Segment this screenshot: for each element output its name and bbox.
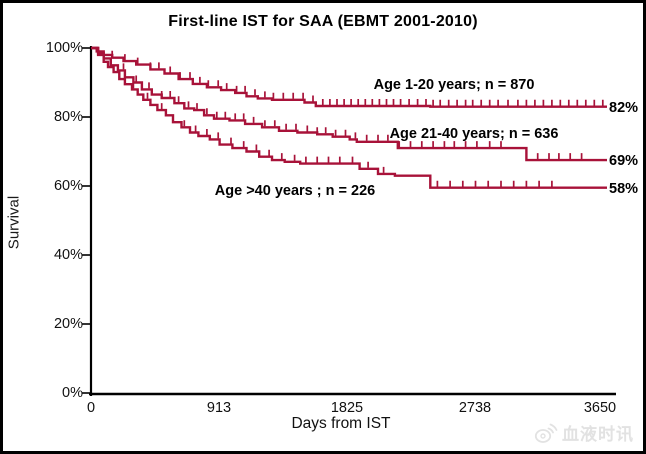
x-tick-label-1825: 1825: [330, 400, 364, 416]
x-tick-label-3650: 3650: [583, 400, 617, 416]
y-tick-label-80: 80%: [53, 109, 83, 125]
y-tick-label-100: 100%: [45, 40, 83, 56]
x-axis-title: Days from IST: [291, 415, 391, 432]
km-curve: [91, 46, 607, 162]
km-curve: [91, 46, 607, 189]
censor-tick-marks: [109, 58, 583, 160]
plot-svg: [82, 46, 616, 396]
weibo-eye-icon: [534, 423, 558, 443]
x-tick-label-913: 913: [206, 400, 232, 416]
endpoint-label-82: 82%: [609, 100, 639, 116]
y-tick-label-60: 60%: [53, 178, 83, 194]
chart-title: First-line IST for SAA (EBMT 2001-2010): [168, 13, 478, 30]
y-tick-label-0: 0%: [62, 385, 83, 401]
km-curve: [91, 46, 607, 108]
watermark: 血液时讯: [534, 420, 634, 445]
endpoint-label-58: 58%: [609, 181, 639, 197]
censor-tick-marks: [118, 72, 553, 187]
x-tick-label-0: 0: [86, 400, 96, 416]
endpoint-label-69: 69%: [609, 153, 639, 169]
series-label-age-over-40: Age >40 years ; n = 226: [214, 183, 376, 199]
series-label-age-21-40: Age 21-40 years; n = 636: [389, 126, 559, 142]
watermark-text: 血液时讯: [562, 425, 634, 444]
y-axis-ticks: [82, 47, 90, 394]
censor-tick-marks: [111, 50, 604, 106]
y-tick-label-40: 40%: [53, 247, 83, 263]
series-label-age-1-20: Age 1-20 years; n = 870: [373, 77, 535, 93]
y-tick-label-20: 20%: [53, 316, 83, 332]
x-tick-label-2738: 2738: [458, 400, 492, 416]
survival-curves: [91, 46, 607, 189]
